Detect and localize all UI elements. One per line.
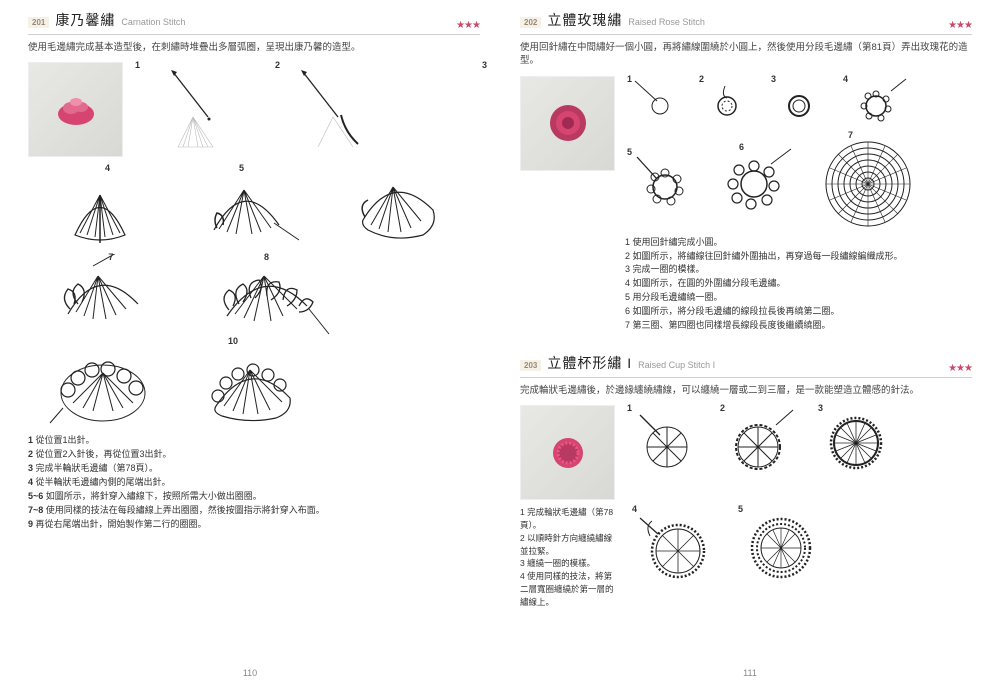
step-201-1: 1 [133, 62, 243, 157]
difficulty-stars: ★★★ [948, 20, 972, 31]
step-201-5: 5 [189, 165, 309, 250]
fan-diagram-icon [343, 165, 463, 250]
blank-diagram [380, 254, 460, 339]
section-number: 203 [520, 360, 541, 371]
fan-loops-full-icon [48, 348, 168, 428]
ring-icon [769, 76, 829, 126]
diagram-icon [133, 62, 243, 157]
title-en: Raised Cup Stitch I [638, 360, 715, 370]
step-202-3: 3 [769, 76, 829, 126]
step-201-7: 7 [48, 254, 168, 344]
page-number-right: 111 [743, 668, 757, 678]
intro-text: 使用回針繡在中間繡好一個小圓，再將繡線圍繞於小圓上，然後使用分段毛邊繡（第81頁… [520, 41, 972, 68]
heading-202: 202 立體玫瑰繡 Raised Rose Stitch ★★★ [520, 10, 972, 35]
circle-loop-icon [697, 76, 757, 126]
page-number-left: 110 [243, 668, 257, 678]
circle-needle-icon [625, 76, 685, 126]
wheel-wrap-icon [718, 405, 798, 475]
heading-201: 201 康乃馨繡 Carnation Stitch ★★★ [28, 10, 480, 35]
title-zh: 康乃馨繡 [55, 10, 115, 30]
section-202: 202 立體玫瑰繡 Raised Rose Stitch ★★★ 使用回針繡在中… [520, 10, 972, 333]
step-202-2: 2 [697, 76, 757, 126]
sample-photo-201 [28, 62, 123, 157]
section-201: 201 康乃馨繡 Carnation Stitch ★★★ 使用毛邊繡完成基本造… [28, 10, 480, 532]
instructions-202: 1 使用回針繡完成小圓。 2 如圖所示，將繡線往回針繡外圍抽出，再穿過每一段繡線… [625, 236, 972, 334]
rose-icon [545, 100, 591, 146]
intro-text: 使用毛邊繡完成基本造型後，在刺繡時堆疊出多層弧圈，呈現出康乃馨的造型。 [28, 41, 480, 54]
step-201-8: 8 [209, 254, 339, 344]
wheel-triple-ring-icon [736, 506, 826, 586]
fan-loops-diagram-icon [209, 254, 339, 344]
diagram-area-201-top: 1 2 [133, 62, 480, 157]
step-203-2: 2 [718, 405, 798, 475]
page-right: 202 立體玫瑰繡 Raised Rose Stitch ★★★ 使用回針繡在中… [500, 0, 1000, 684]
fan-diagram-icon [189, 165, 309, 250]
content-row-203: 1 2 3 [520, 405, 972, 500]
step-201-10: 10 [198, 348, 308, 428]
difficulty-stars: ★★★ [948, 363, 972, 374]
cup-icon [545, 430, 591, 476]
diagram-row-4: 10 [28, 348, 480, 428]
step-203-3: 3 [816, 405, 896, 475]
row-203-bottom: 1 完成輪狀毛邊繡（第78頁）。 2 以順時針方向纏繞繡線並拉緊。 3 纏繞一圈… [520, 506, 972, 608]
diagram-row-3: 7 8 [28, 254, 480, 344]
fan-loops-full-icon [198, 348, 308, 428]
diagram-row-2: 4 5 [28, 165, 480, 250]
intro-text: 完成輪狀毛邊繡後，於邊緣纏繞繡線，可以纏繞一層或二到三層，是一款能塑造立體感的針… [520, 384, 972, 397]
spiral-rose-icon [813, 132, 923, 232]
diagram-row-203-2: 4 5 [630, 506, 826, 608]
wheel-double-ring-icon [630, 506, 720, 586]
heading-203: 203 立體杯形繡 I Raised Cup Stitch I ★★★ [520, 353, 972, 378]
fan-diagram-icon [45, 165, 155, 250]
ring-loops-icon [841, 76, 911, 126]
step-201-4: 4 [45, 165, 155, 250]
content-row-201: 1 2 [28, 62, 480, 157]
section-number: 201 [28, 17, 49, 28]
step-202-4: 4 [841, 76, 911, 126]
section-203: 203 立體杯形繡 I Raised Cup Stitch I ★★★ 完成輪狀… [520, 353, 972, 608]
title-zh: 立體玫瑰繡 [547, 10, 622, 30]
fan-loop-diagram-icon [48, 254, 168, 339]
section-number: 202 [520, 17, 541, 28]
title-en: Carnation Stitch [121, 17, 185, 27]
step-201-2: 2 [273, 62, 383, 157]
double-ring-loops-icon [709, 144, 799, 219]
step-201-9b [48, 348, 168, 428]
diagram-area-202: 1 2 3 4 5 [625, 76, 972, 232]
step-203-5: 5 [736, 506, 826, 608]
step-203-1: 1 [625, 405, 700, 475]
ring-loops-needle-icon [625, 149, 695, 214]
instructions-203: 1 完成輪狀毛邊繡（第78頁）。 2 以順時針方向纏繞繡線並拉緊。 3 纏繞一圈… [520, 506, 620, 608]
step-202-5: 5 [625, 149, 695, 214]
carnation-icon [53, 92, 99, 128]
difficulty-stars: ★★★ [456, 20, 480, 31]
page-left: 201 康乃馨繡 Carnation Stitch ★★★ 使用毛邊繡完成基本造… [0, 0, 500, 684]
content-row-202: 1 2 3 4 5 [520, 76, 972, 232]
step-202-6: 6 [709, 144, 799, 219]
title-zh: 立體杯形繡 I [547, 353, 632, 373]
step-202-1: 1 [625, 76, 685, 126]
wheel-ring-icon [816, 405, 896, 475]
diagram-icon [273, 62, 383, 157]
step-202-7: 7 [813, 132, 923, 232]
step-201-9 [380, 254, 460, 344]
sample-photo-203 [520, 405, 615, 500]
title-en: Raised Rose Stitch [628, 17, 705, 27]
sample-photo-202 [520, 76, 615, 171]
step-203-4: 4 [630, 506, 720, 608]
wheel-needle-icon [625, 405, 700, 475]
instructions-201: 1 從位置1出針。 2 從位置2入針後，再從位置3出針。 3 完成半輪狀毛邊繡（… [28, 434, 480, 532]
step-201-6 [343, 165, 463, 250]
diagram-area-203: 1 2 3 [625, 405, 972, 475]
